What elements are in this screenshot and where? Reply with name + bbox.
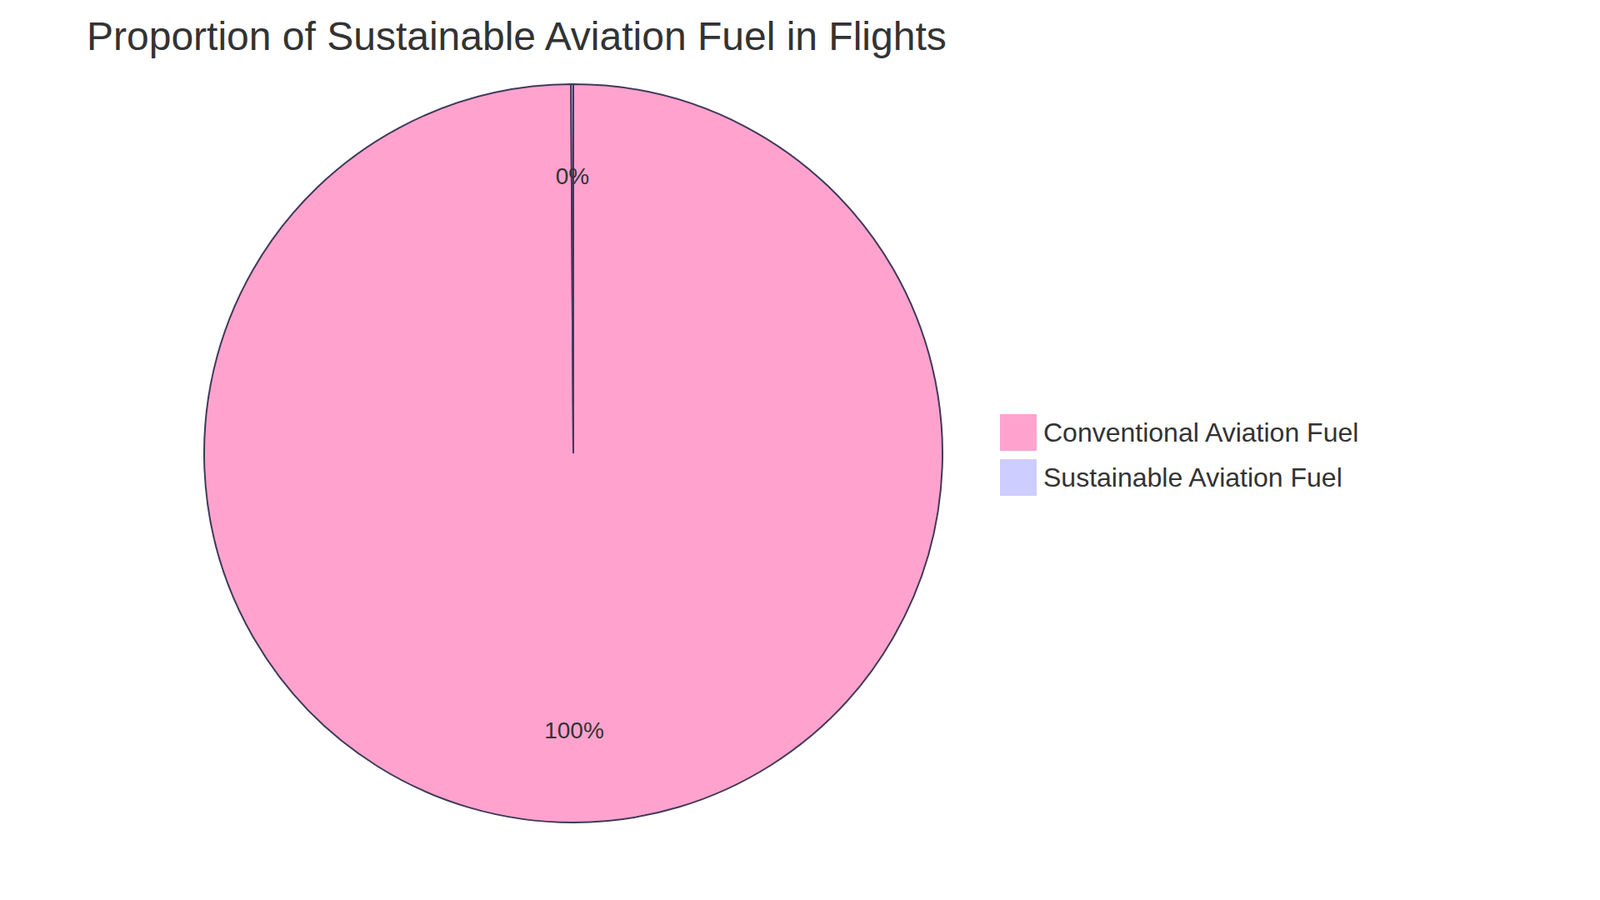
html-text:Sustainable Aviation Fuel: Sustainable Aviation Fuel [1043,462,1343,493]
html-text:Conventional Aviation Fuel: Conventional Aviation Fuel [1043,417,1359,448]
svg-text:0%: 0% [555,163,590,190]
html-text:Proportion of Sustainable Avia: Proportion of Sustainable Aviation Fuel … [86,14,947,59]
svg-text:100%: 100% [544,717,605,744]
